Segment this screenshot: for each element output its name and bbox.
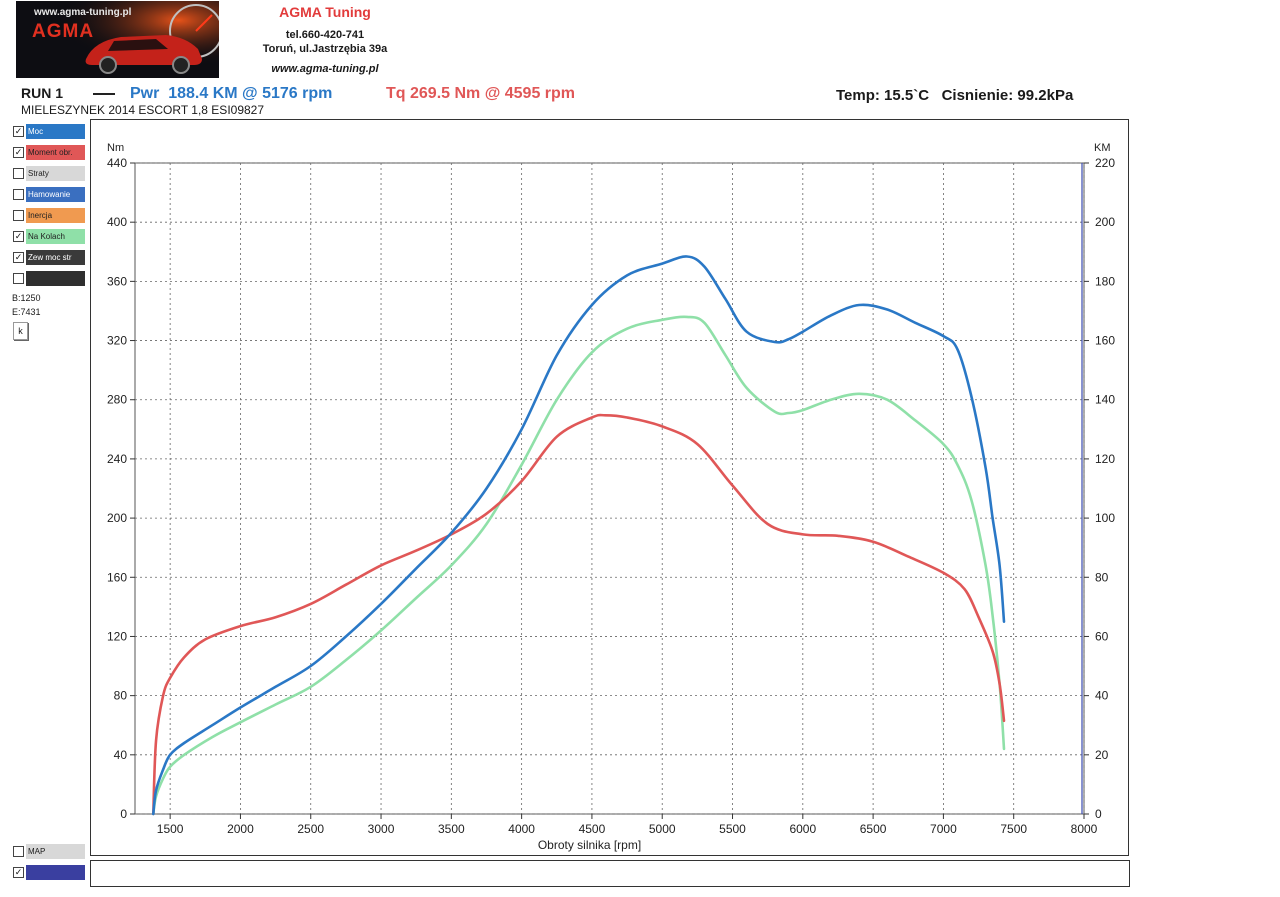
x-tick-label: 3000	[368, 822, 395, 836]
legend-item[interactable]: Hamowanie	[13, 187, 85, 202]
legend-checkbox[interactable]	[13, 273, 24, 284]
series-line	[152, 315, 1006, 816]
x-tick-label: 7500	[1000, 822, 1027, 836]
x-tick-label: 8000	[1071, 822, 1098, 836]
x-axis-title: Obroty silnika [rpm]	[538, 838, 641, 852]
y-tick-label-left: 120	[107, 629, 127, 643]
x-tick-label: 1500	[157, 822, 184, 836]
legend-label: Moment obr.	[26, 145, 85, 160]
series-line	[152, 255, 1006, 816]
power-summary: Pwr 188.4 KM @ 5176 rpm	[130, 85, 333, 102]
legend-label: Inercja	[26, 208, 85, 223]
y-tick-label-left: 320	[107, 334, 127, 348]
x-tick-label: 6000	[789, 822, 816, 836]
y-tick-label-left: 160	[107, 570, 127, 584]
plot-area	[134, 162, 1085, 815]
legend-label: Na Kolach	[26, 229, 85, 244]
y-tick-label-right: 100	[1095, 511, 1115, 525]
company-website: www.agma-tuning.pl	[271, 63, 379, 75]
y-tick-label-left: 400	[107, 215, 127, 229]
chart-frame	[90, 119, 1129, 856]
run-line-indicator	[93, 93, 115, 95]
legend-checkbox[interactable]: ✓	[13, 252, 24, 263]
map-toggle[interactable]: MAP	[13, 844, 85, 859]
y-tick-label-left: 40	[114, 748, 128, 762]
legend-checkbox[interactable]	[13, 210, 24, 221]
x-tick-label: 4500	[579, 822, 606, 836]
y-tick-label-right: 0	[1095, 807, 1102, 821]
company-address: Toruń, ul.Jastrzębia 39a	[262, 43, 388, 55]
begin-rpm-label: B:1250	[12, 293, 41, 303]
legend-item[interactable]: ✓ Moment obr.	[13, 145, 85, 160]
y-tick-label-left: 440	[107, 156, 127, 170]
y-tick-label-right: 120	[1095, 452, 1115, 466]
legend-label: Hamowanie	[26, 187, 85, 202]
y-tick-label-right: 160	[1095, 334, 1115, 348]
y-axis-title-right: KM	[1094, 142, 1111, 154]
y-tick-label-left: 0	[120, 807, 127, 821]
y-axis-title-left: Nm	[107, 142, 124, 154]
extra-checkbox[interactable]: ✓	[13, 867, 24, 878]
legend-item[interactable]: ✓ Zew moc str	[13, 250, 85, 265]
logo-brand-text: AGMA	[32, 21, 95, 42]
torque-summary: Tq 269.5 Nm @ 4595 rpm	[386, 85, 576, 102]
run-label: RUN 1	[21, 85, 64, 101]
agma-logo: www.agma-tuning.pl AGMA	[16, 1, 219, 78]
status-bar	[90, 860, 1130, 887]
legend-item[interactable]: ✓ Moc	[13, 124, 85, 139]
legend-label: Moc	[26, 124, 85, 139]
legend-item[interactable]: Inercja	[13, 208, 85, 223]
y-tick-label-right: 180	[1095, 274, 1115, 288]
legend-item[interactable]	[13, 271, 85, 286]
x-tick-label: 4000	[508, 822, 535, 836]
legend-item[interactable]: Straty	[13, 166, 85, 181]
y-tick-label-left: 240	[107, 452, 127, 466]
y-tick-label-left: 280	[107, 393, 127, 407]
k-button[interactable]: k	[13, 322, 28, 340]
legend-checkbox[interactable]	[13, 189, 24, 200]
y-tick-label-right: 40	[1095, 689, 1109, 703]
y-tick-label-right: 200	[1095, 215, 1115, 229]
vehicle-description: MIELESZYNEK 2014 ESCORT 1,8 ESI09827	[21, 103, 265, 117]
x-tick-label: 5500	[719, 822, 746, 836]
company-phone: tel.660-420-741	[285, 29, 365, 41]
extra-toggle[interactable]: ✓	[13, 865, 85, 880]
y-tick-label-right: 220	[1095, 156, 1115, 170]
legend-checkbox[interactable]: ✓	[13, 147, 24, 158]
extra-swatch	[26, 865, 85, 880]
company-name: AGMA Tuning	[279, 4, 371, 20]
x-tick-label: 3500	[438, 822, 465, 836]
x-tick-label: 7000	[930, 822, 957, 836]
legend-checkbox[interactable]	[13, 168, 24, 179]
y-tick-label-right: 140	[1095, 393, 1115, 407]
legend-label: Straty	[26, 166, 85, 181]
legend-label: Zew moc str	[26, 250, 85, 265]
y-tick-label-right: 80	[1095, 570, 1109, 584]
company-info: AGMA Tuning tel.660-420-741 Toruń, ul.Ja…	[240, 4, 410, 75]
x-tick-label: 2500	[297, 822, 324, 836]
x-tick-label: 6500	[860, 822, 887, 836]
car-logo-image	[16, 1, 219, 78]
legend-label	[26, 271, 85, 286]
series-line	[152, 413, 1006, 816]
legend-checkbox[interactable]: ✓	[13, 231, 24, 242]
legend-item[interactable]: ✓ Na Kolach	[13, 229, 85, 244]
end-rpm-label: E:7431	[12, 307, 41, 317]
logo-url-text: www.agma-tuning.pl	[34, 7, 132, 18]
y-tick-label-right: 60	[1095, 629, 1109, 643]
legend-checkbox[interactable]: ✓	[13, 126, 24, 137]
y-tick-label-left: 200	[107, 511, 127, 525]
y-tick-label-left: 360	[107, 274, 127, 288]
map-checkbox[interactable]	[13, 846, 24, 857]
x-tick-label: 2000	[227, 822, 254, 836]
conditions-summary: Temp: 15.5`C Cisnienie: 99.2kPa	[836, 87, 1074, 104]
y-tick-label-left: 80	[114, 689, 128, 703]
x-tick-label: 5000	[649, 822, 676, 836]
y-tick-label-right: 20	[1095, 748, 1109, 762]
map-label: MAP	[26, 844, 85, 859]
